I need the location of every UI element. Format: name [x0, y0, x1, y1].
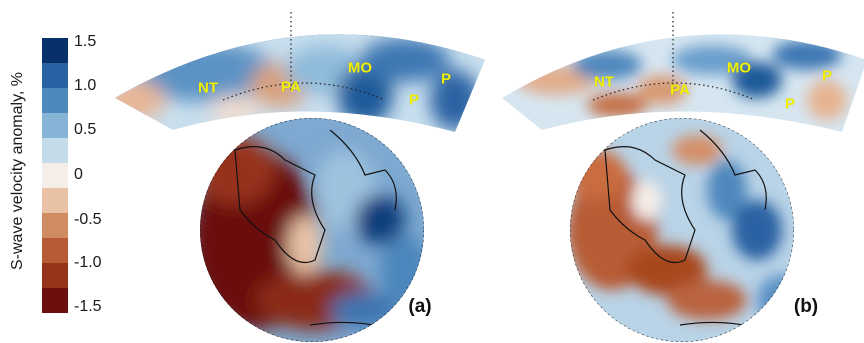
globe-map-a — [115, 12, 485, 342]
colorbar-segment — [42, 188, 68, 213]
colorbar-tick: 0.5 — [74, 121, 97, 138]
globe-map-b — [502, 12, 864, 342]
plate-label: PA — [670, 81, 690, 99]
plate-label: NT — [198, 79, 218, 97]
tomography-panel-b: NT PA MO P P (b) — [497, 0, 864, 343]
colorbar — [42, 38, 68, 313]
panel-letter: (a) — [408, 296, 432, 317]
globe-b — [570, 118, 794, 342]
colorbar-tick: -1.0 — [74, 254, 102, 271]
colorbar-segment — [42, 263, 68, 288]
colorbar-tick: 1.5 — [74, 33, 97, 50]
colorbar-segment — [42, 163, 68, 188]
tomography-panel-a: NT PA MO P P (a) — [115, 0, 485, 343]
colorbar-tick: -0.5 — [74, 211, 102, 228]
colorbar-ticks: 1.5 1.0 0.5 0 -0.5 -1.0 -1.5 — [74, 0, 124, 343]
colorbar-tick: 1.0 — [74, 77, 97, 94]
colorbar-segment — [42, 138, 68, 163]
plate-label: P — [821, 67, 833, 85]
plate-label: PA — [281, 78, 301, 96]
colorbar-segment — [42, 238, 68, 263]
plate-label: MO — [347, 59, 373, 77]
colorbar-segment — [42, 63, 68, 88]
colorbar-segment — [42, 213, 68, 238]
panel-letter: (b) — [793, 296, 819, 317]
colorbar-tick: 0 — [74, 166, 83, 183]
plate-label: P — [784, 95, 796, 113]
plate-label: P — [440, 70, 452, 88]
plate-label: NT — [594, 73, 614, 91]
colorbar-title: S-wave velocity anomaly, % — [9, 72, 26, 270]
plate-label: MO — [726, 59, 752, 77]
colorbar-segment — [42, 288, 68, 313]
globe-a — [200, 118, 424, 342]
colorbar-segment — [42, 88, 68, 113]
colorbar-tick: -1.5 — [74, 298, 102, 315]
plate-label: P — [408, 91, 420, 109]
colorbar-segment — [42, 38, 68, 63]
colorbar-segment — [42, 113, 68, 138]
